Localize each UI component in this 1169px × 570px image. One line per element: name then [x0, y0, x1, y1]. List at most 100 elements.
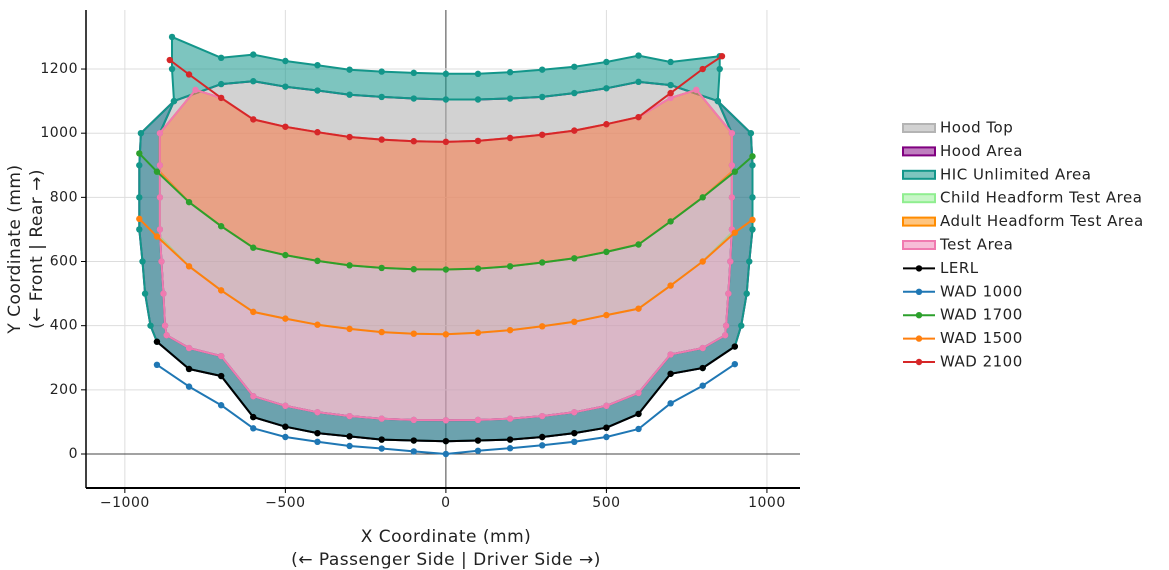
- marker: [738, 322, 745, 329]
- marker: [442, 266, 450, 273]
- marker: [722, 322, 730, 329]
- marker: [539, 433, 546, 441]
- marker: [699, 194, 706, 201]
- marker: [731, 168, 739, 175]
- legend-label: HIC Unlimited Area: [940, 165, 1091, 183]
- legend-swatch: [902, 123, 936, 133]
- marker: [250, 78, 257, 85]
- legend-label: Hood Area: [940, 142, 1023, 160]
- marker: [749, 226, 756, 233]
- marker: [136, 215, 143, 223]
- marker: [217, 352, 225, 360]
- marker: [410, 448, 417, 455]
- marker: [166, 56, 173, 64]
- y-tick-label: 200: [50, 382, 78, 398]
- marker: [731, 343, 739, 350]
- marker: [667, 89, 674, 97]
- legend-label: Adult Headform Test Area: [940, 212, 1144, 230]
- marker: [749, 162, 756, 169]
- marker: [603, 433, 610, 441]
- marker: [282, 83, 289, 90]
- marker: [474, 416, 482, 424]
- marker: [378, 436, 385, 443]
- marker: [474, 265, 482, 272]
- marker: [185, 198, 193, 206]
- marker: [474, 70, 482, 78]
- marker: [603, 121, 610, 128]
- marker: [378, 328, 385, 336]
- marker: [346, 133, 353, 141]
- legend-label: WAD 1700: [940, 306, 1023, 324]
- legend-swatch: [902, 240, 936, 250]
- marker: [539, 93, 546, 101]
- marker: [571, 63, 578, 70]
- marker: [314, 61, 321, 69]
- legend-label: WAD 1500: [940, 329, 1023, 347]
- marker: [718, 52, 726, 60]
- legend-label: LERL: [940, 259, 979, 277]
- plot-area: [136, 33, 756, 458]
- y-tick-label: 400: [50, 318, 78, 334]
- marker: [603, 424, 610, 431]
- marker: [506, 415, 514, 422]
- marker: [749, 153, 756, 160]
- marker: [282, 123, 289, 130]
- marker: [250, 308, 257, 316]
- legend-label: Test Area: [939, 236, 1013, 254]
- axes: −1000 −500 0 500 1000 0 200 400 600 800 1000 1200: [40, 10, 800, 511]
- marker: [539, 66, 546, 73]
- marker: [506, 263, 514, 270]
- marker: [250, 393, 257, 400]
- marker: [378, 68, 385, 75]
- marker: [136, 226, 143, 233]
- marker: [410, 330, 417, 337]
- marker: [506, 69, 514, 76]
- marker: [217, 223, 225, 230]
- marker: [716, 65, 723, 73]
- marker: [282, 402, 289, 410]
- marker: [506, 436, 514, 443]
- marker: [571, 127, 578, 134]
- marker: [635, 389, 642, 397]
- x-tick-label: −500: [265, 495, 305, 511]
- marker: [506, 326, 514, 334]
- x-tick-label: 500: [592, 495, 620, 511]
- marker: [314, 87, 321, 94]
- marker: [747, 129, 755, 137]
- marker: [217, 402, 225, 409]
- marker: [153, 168, 161, 175]
- marker: [667, 218, 674, 225]
- marker: [539, 442, 546, 449]
- marker: [635, 410, 642, 418]
- marker: [442, 450, 450, 458]
- marker: [743, 290, 750, 297]
- marker: [506, 445, 514, 452]
- marker: [699, 258, 706, 265]
- x-tick-label: 0: [441, 495, 450, 511]
- marker: [163, 332, 170, 339]
- marker: [667, 282, 674, 289]
- marker: [141, 290, 149, 297]
- marker: [250, 116, 257, 123]
- marker: [139, 258, 146, 265]
- marker: [721, 332, 729, 339]
- marker: [746, 258, 753, 265]
- marker: [282, 251, 289, 259]
- marker: [571, 438, 578, 446]
- marker: [603, 311, 610, 319]
- marker: [282, 57, 289, 65]
- marker: [442, 96, 450, 103]
- legend-label: Child Headform Test Area: [940, 189, 1142, 207]
- marker: [153, 338, 161, 345]
- marker: [346, 433, 353, 440]
- marker: [314, 129, 321, 136]
- legend-marker: [915, 312, 923, 319]
- legend-swatch: [902, 169, 936, 180]
- marker: [185, 383, 193, 390]
- legend-swatch: [902, 146, 936, 157]
- marker: [314, 438, 321, 446]
- x-tick-label: −1000: [100, 495, 150, 511]
- marker: [474, 437, 482, 444]
